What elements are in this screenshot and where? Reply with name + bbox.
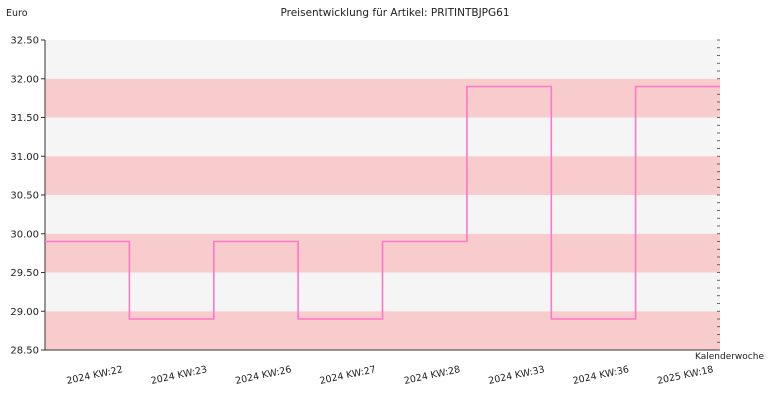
y-tick-label: 29.50 — [10, 268, 39, 279]
x-tick-label: 2024 KW:27 — [319, 364, 377, 387]
chart-title: Preisentwicklung für Artikel: PRITINTBJP… — [280, 7, 509, 19]
y-tick-label: 31.00 — [10, 152, 39, 163]
band-3 — [45, 195, 720, 234]
band-6 — [45, 78, 720, 118]
y-tick-label: 29.00 — [10, 307, 39, 318]
series-layer — [45, 85, 720, 320]
x-tick-label: 2024 KW:28 — [403, 364, 461, 387]
y-ticks: 28.50 29.00 29.50 30.00 30.50 31.00 31.50 32.00… — [10, 36, 720, 357]
x-tick-label: 2024 KW:23 — [150, 364, 208, 387]
y-tick-label: 31.50 — [10, 113, 39, 124]
band-4 — [45, 156, 720, 195]
x-tick-label: 2024 KW:33 — [487, 364, 545, 387]
x-axis-label: Kalenderwoche — [695, 352, 764, 362]
y-axis-label: Euro — [6, 8, 28, 19]
y-tick-label: 28.50 — [10, 346, 39, 357]
band-7 — [45, 40, 720, 79]
x-tick-label: 2024 KW:22 — [66, 364, 124, 387]
y-tick-label: 30.00 — [10, 229, 39, 240]
y-tick-label: 32.00 — [10, 74, 39, 85]
x-tick-label: 2025 KW:18 — [656, 364, 714, 387]
x-ticks: 2024 KW:22 2024 KW:23 2024 KW:26 2024 KW:27… — [66, 364, 715, 387]
x-tick-label: 2024 KW:36 — [572, 364, 630, 387]
series-line-0 — [45, 85, 720, 320]
y-tick-label: 30.50 — [10, 191, 39, 202]
x-tick-label: 2024 KW:26 — [234, 364, 292, 387]
background-bands — [45, 40, 720, 350]
y-tick-label: 32.50 — [10, 36, 39, 47]
band-5 — [45, 117, 720, 157]
